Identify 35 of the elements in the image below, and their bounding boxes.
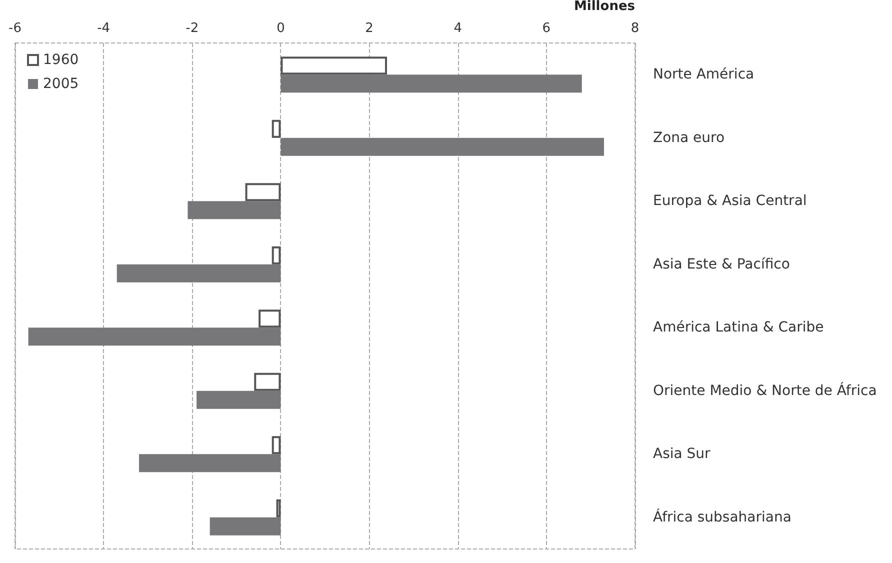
bar bbox=[272, 436, 281, 454]
y-tick-label: Zona euro bbox=[653, 130, 725, 146]
x-tick-label: 0 bbox=[276, 21, 285, 36]
legend-label: 2005 bbox=[43, 76, 79, 92]
bar bbox=[139, 454, 281, 472]
x-tick-label: 4 bbox=[454, 21, 462, 36]
bar bbox=[210, 517, 281, 536]
x-tick-label: -2 bbox=[186, 21, 199, 36]
bar bbox=[280, 138, 604, 156]
bar bbox=[258, 310, 281, 328]
bar bbox=[245, 183, 281, 202]
y-tick-label: Asia Este & Pacífico bbox=[653, 256, 790, 272]
y-tick-label: Asia Sur bbox=[653, 446, 711, 462]
x-tick-label: 2 bbox=[365, 21, 374, 36]
y-tick-label: Oriente Medio & Norte de África bbox=[653, 382, 877, 399]
x-axis-title: Millones bbox=[574, 0, 636, 14]
y-tick-label: África subsahariana bbox=[653, 508, 792, 526]
bar bbox=[28, 328, 281, 346]
bar bbox=[276, 499, 281, 518]
legend-label: 1960 bbox=[43, 52, 79, 68]
bar bbox=[116, 264, 281, 282]
y-tick-label: América Latina & Caribe bbox=[653, 320, 824, 336]
x-tick-label: -6 bbox=[8, 21, 22, 36]
bar bbox=[280, 56, 387, 75]
bar bbox=[272, 246, 281, 264]
x-tick-label: 6 bbox=[542, 21, 551, 36]
bar bbox=[196, 390, 281, 409]
bar bbox=[188, 201, 281, 220]
x-tick-label: -4 bbox=[97, 21, 110, 36]
y-tick-label: Norte América bbox=[653, 66, 754, 83]
bar bbox=[280, 74, 582, 93]
bar bbox=[254, 372, 281, 391]
bar bbox=[272, 120, 281, 138]
x-tick-label: 8 bbox=[630, 21, 640, 36]
y-tick-label: Europa & Asia Central bbox=[653, 193, 807, 210]
